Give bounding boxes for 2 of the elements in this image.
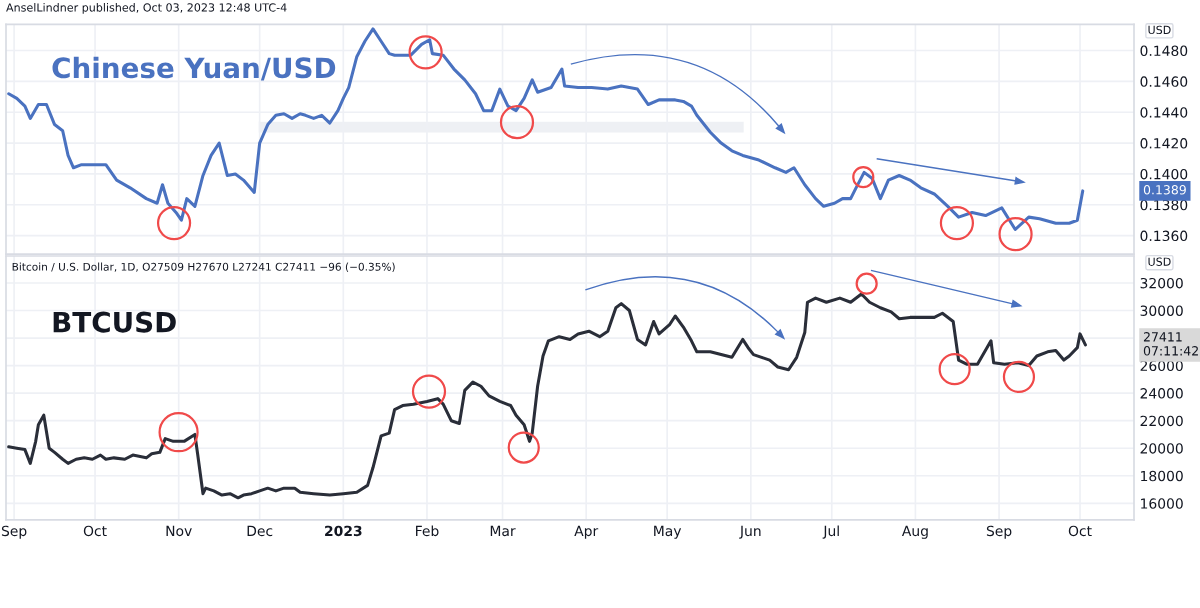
text: Chinese Yuan/USD xyxy=(52,56,336,81)
text: BTCUSD xyxy=(53,311,176,333)
